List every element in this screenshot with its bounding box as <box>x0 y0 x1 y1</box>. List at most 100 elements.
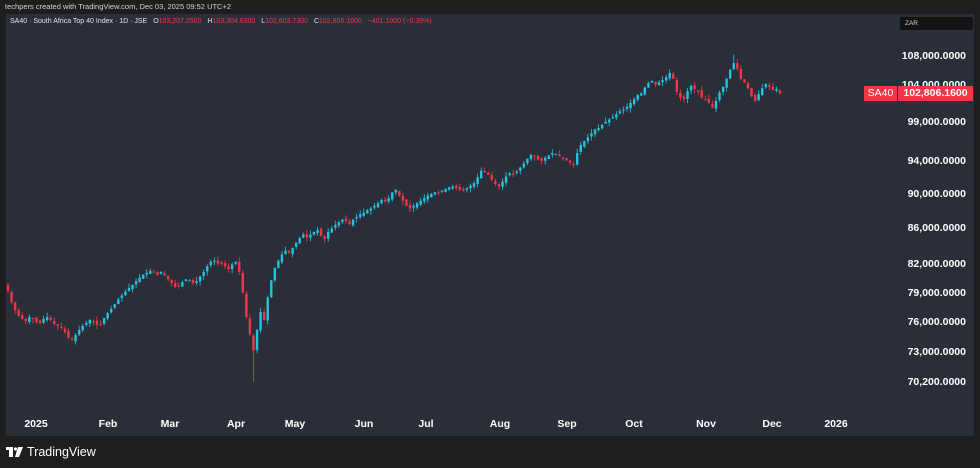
time-tick: Jul <box>418 418 434 430</box>
candle-body <box>270 280 273 298</box>
candle-body <box>74 334 77 342</box>
candle-body <box>92 321 95 323</box>
close-value: 102,806.1600 <box>319 18 362 25</box>
candle-body <box>398 190 401 196</box>
candle-body <box>369 208 373 211</box>
candle-body <box>593 129 597 135</box>
candle-body <box>455 185 458 189</box>
candle-body <box>70 338 74 341</box>
candle-body <box>277 260 280 269</box>
candle-body <box>625 106 629 109</box>
candle-body <box>334 224 337 228</box>
candle-body <box>408 204 412 209</box>
candle-body <box>141 274 145 279</box>
price-tick: 79,000.0000 <box>907 286 966 299</box>
candle-body <box>543 157 547 161</box>
candle-body <box>636 94 639 100</box>
candle-body <box>383 199 387 202</box>
time-tick: 2025 <box>24 418 48 430</box>
brand-name: TradingView <box>27 445 96 459</box>
candle-body <box>220 262 223 265</box>
time-tick: Mar <box>160 418 180 430</box>
candle-body <box>177 285 180 287</box>
candle-body <box>42 318 45 323</box>
candle-body <box>195 281 198 283</box>
candle-body <box>415 203 419 208</box>
candle-body <box>238 261 241 272</box>
candle-body <box>750 87 753 97</box>
candle-body <box>56 324 60 326</box>
candle-body <box>298 238 301 244</box>
candle-body <box>117 299 120 304</box>
currency-selector[interactable]: ZAR <box>900 17 973 30</box>
candle-body <box>494 181 497 184</box>
price-tick: 108,000.0000 <box>901 50 966 62</box>
candle-body <box>465 188 469 190</box>
candle-body <box>156 272 159 275</box>
candle-body <box>53 320 56 324</box>
candle-body <box>497 183 501 187</box>
price-tick: 99,000.0000 <box>907 115 966 128</box>
candle-body <box>241 272 245 293</box>
candle-body <box>273 268 277 281</box>
candle-body <box>280 254 284 263</box>
candle-body <box>131 285 134 290</box>
candle-body <box>522 163 526 168</box>
candle-body <box>469 185 472 189</box>
candle-body <box>558 154 561 157</box>
candle-body <box>743 79 746 83</box>
candle-body <box>479 170 483 179</box>
top-bar: techpers created with TradingView.com, D… <box>0 0 980 14</box>
candle-body <box>618 111 622 114</box>
candle-body <box>21 315 24 319</box>
candle-body <box>124 291 127 296</box>
candle-body <box>316 230 319 234</box>
candle-body <box>768 84 771 87</box>
candle-body <box>10 291 13 303</box>
last-price-symbol-tag: SA40 <box>864 86 897 101</box>
candle-body <box>551 153 554 155</box>
last-price-label: 102,806.1600 <box>898 86 973 101</box>
candle-body <box>640 93 643 96</box>
candle-body <box>266 297 269 321</box>
open-value: 103,207.2500 <box>158 18 202 25</box>
candle-body <box>95 320 99 325</box>
candle-body <box>291 247 294 254</box>
candle-body <box>689 86 693 91</box>
candle-body <box>487 172 490 175</box>
candle-body <box>337 222 341 226</box>
candle-body <box>163 273 166 276</box>
candle-body <box>35 317 38 322</box>
candle-body <box>647 83 650 88</box>
candle-body <box>191 279 195 284</box>
candle-body <box>433 192 437 195</box>
candle-body <box>576 153 579 165</box>
tradingview-brand[interactable]: TradingView <box>6 445 96 459</box>
candle-body <box>252 335 255 351</box>
time-tick: Feb <box>98 418 118 430</box>
candle-body <box>81 325 84 331</box>
candle-body <box>501 181 504 187</box>
candle-body <box>88 319 92 324</box>
candle-body <box>366 210 369 214</box>
candle-body <box>380 199 383 204</box>
candle-body <box>262 312 266 320</box>
candle-body <box>188 280 191 282</box>
candle-body <box>736 63 739 69</box>
candle-body <box>483 170 486 173</box>
chart-pane[interactable] <box>6 14 974 436</box>
candle-body <box>451 186 454 189</box>
candle-body <box>437 192 440 194</box>
candle-body <box>600 124 604 129</box>
candle-body <box>309 234 312 238</box>
candle-body <box>775 88 778 91</box>
candle-body <box>650 80 654 83</box>
candle-body <box>394 189 397 193</box>
candle-body <box>24 318 27 321</box>
candle-body <box>206 266 209 272</box>
candle-body <box>209 261 212 266</box>
candle-body <box>138 277 141 283</box>
candle-body <box>654 81 657 85</box>
candle-body <box>63 328 67 332</box>
